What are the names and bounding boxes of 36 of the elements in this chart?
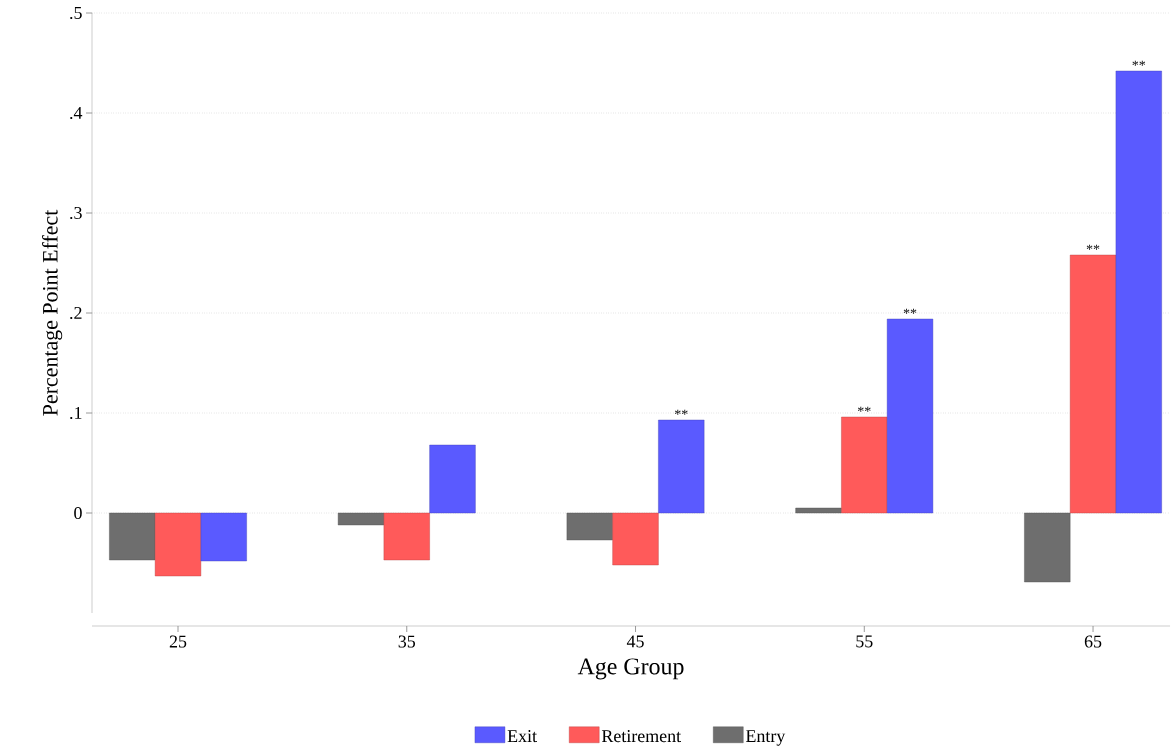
bar bbox=[429, 444, 476, 514]
bar bbox=[841, 416, 888, 514]
bar bbox=[1115, 70, 1162, 514]
data-label: ** bbox=[674, 409, 688, 415]
y-axis-title: Percentage Point Effect bbox=[42, 209, 63, 416]
bar bbox=[383, 512, 430, 561]
bar bbox=[795, 507, 842, 514]
data-label: ** bbox=[1132, 60, 1146, 66]
bar bbox=[658, 419, 705, 514]
x-axis-title: Age Group bbox=[577, 658, 684, 680]
data-label: ** bbox=[858, 406, 871, 412]
data-label: ** bbox=[1086, 244, 1100, 250]
bar bbox=[154, 512, 202, 577]
legend-label: Retirement bbox=[601, 730, 681, 743]
bar bbox=[337, 512, 385, 526]
legend-label: Exit bbox=[507, 730, 537, 743]
x-tick-label: 65 bbox=[1084, 635, 1102, 648]
data-label: ** bbox=[903, 308, 917, 314]
y-tick-label: .2 bbox=[70, 306, 82, 320]
x-tick-label: 35 bbox=[398, 635, 416, 648]
bar bbox=[1069, 254, 1117, 514]
legend-label: Entry bbox=[745, 730, 786, 746]
bar bbox=[566, 512, 613, 541]
bar bbox=[200, 512, 247, 562]
bar bbox=[612, 512, 659, 566]
y-tick-label: .5 bbox=[70, 7, 82, 19]
bar bbox=[109, 512, 156, 561]
y-tick-label: 0 bbox=[74, 506, 82, 520]
x-tick-label: 25 bbox=[169, 635, 187, 648]
y-tick-label: .4 bbox=[70, 106, 83, 120]
x-tick-label: 45 bbox=[626, 635, 644, 648]
y-tick-label: .3 bbox=[70, 206, 82, 220]
bar bbox=[1024, 512, 1071, 583]
x-tick-label: 55 bbox=[856, 635, 873, 648]
y-tick-label: .1 bbox=[70, 406, 82, 420]
bar bbox=[886, 318, 934, 514]
